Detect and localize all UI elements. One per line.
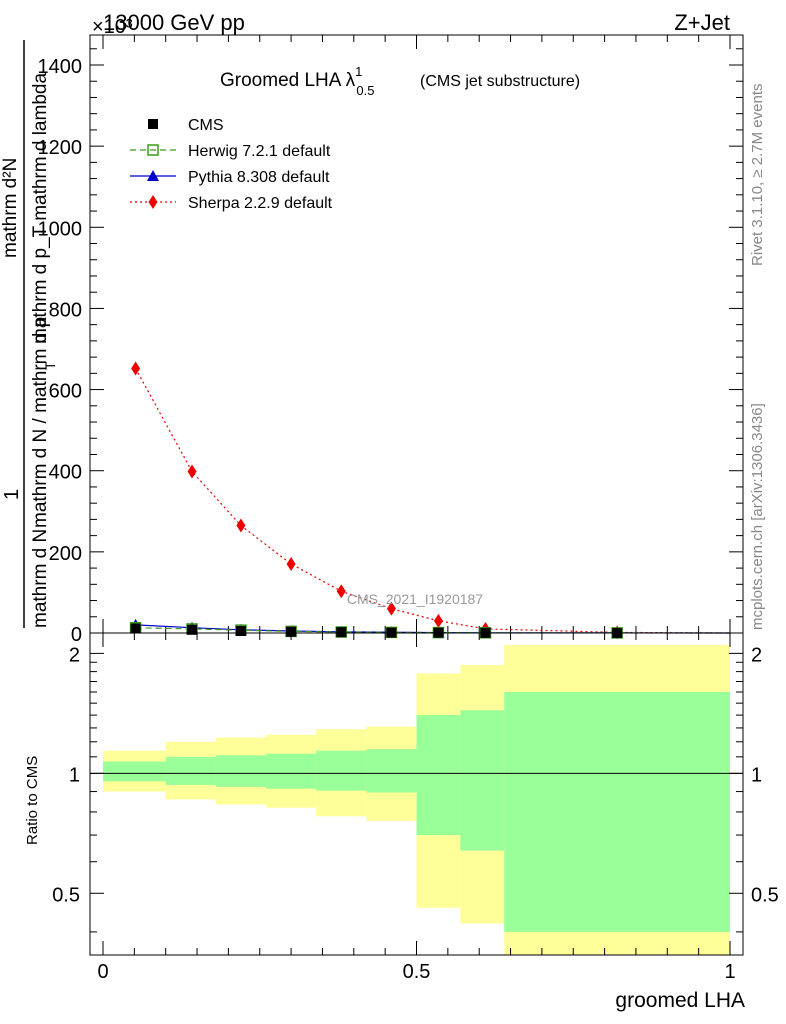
main-ytick-label: 800 xyxy=(49,299,82,321)
cms-data-point xyxy=(336,627,347,638)
main-ytick-label: 600 xyxy=(49,381,82,403)
rivet-version-label: Rivet 3.1.10, ≥ 2.7M events xyxy=(749,84,766,267)
chart-title-sup: 1 xyxy=(355,64,362,79)
ylabel-dn-denominator: mathrm d N / mathrm d p xyxy=(30,317,51,528)
chart-subtitle: (CMS jet substructure) xyxy=(420,73,580,90)
legend-marker-sherpa xyxy=(148,195,158,209)
collision-energy-label: 13000 GeV pp xyxy=(103,10,245,35)
x-tick-label: 0.5 xyxy=(403,961,431,983)
main-ytick-label: 1000 xyxy=(38,218,83,240)
statistical-uncertainty-band xyxy=(504,691,730,932)
ratio-ytick-label: 1 xyxy=(69,764,80,786)
ylabel-dn-numerator: mathrm d N xyxy=(30,529,51,628)
cms-data-point xyxy=(130,623,141,634)
main-ytick-label: 400 xyxy=(49,462,82,484)
sherpa-data-point xyxy=(187,464,197,479)
statistical-uncertainty-band xyxy=(316,750,367,791)
legend-label-pythia: Pythia 8.308 default xyxy=(188,169,330,186)
sherpa-data-point xyxy=(286,557,296,572)
statistical-uncertainty-band xyxy=(103,761,166,782)
ratio-ytick-label-right: 2 xyxy=(751,644,762,666)
legend-item-sherpa: Sherpa 2.2.9 default xyxy=(130,195,333,212)
statistical-uncertainty-band xyxy=(460,710,505,851)
sherpa-data-point xyxy=(386,601,396,616)
main-panel: 0 200 400 600 800 1000 1200 1400 Groomed LHA λ1… xyxy=(38,34,744,646)
sherpa-data-point xyxy=(433,613,443,628)
main-ylabel: 1 mathrm d²N mathrm d p_T mathrm d lambd… xyxy=(0,40,58,628)
ratio-ytick-label-right: 0.5 xyxy=(751,884,779,906)
legend: CMS Herwig 7.2.1 default Pythia 8.308 defa… xyxy=(130,117,333,212)
statistical-uncertainty-band xyxy=(165,756,216,785)
cms-data-point xyxy=(187,624,198,635)
process-label: Z+Jet xyxy=(674,10,730,35)
legend-marker-pythia xyxy=(147,170,159,181)
statistical-uncertainty-band xyxy=(215,755,267,787)
ratio-axis-ticks: 0.5 0.5 1 1 2 2 0 0.5 1 xyxy=(52,633,779,983)
x-axis-label: groomed LHA xyxy=(615,989,745,1012)
main-ytick-label: 0 xyxy=(71,624,82,646)
chart-title: Groomed LHA λ1 0.5 xyxy=(220,64,374,98)
x-tick-label: 1 xyxy=(724,961,735,983)
statistical-uncertainty-band xyxy=(366,749,417,793)
ratio-bands xyxy=(103,644,730,955)
ratio-ytick-label: 0.5 xyxy=(52,884,80,906)
legend-item-cms: CMS xyxy=(148,117,224,134)
legend-marker-herwig xyxy=(147,144,159,156)
legend-item-pythia: Pythia 8.308 default xyxy=(130,169,330,186)
main-ytick-label: 1200 xyxy=(38,137,83,159)
analysis-watermark: CMS_2021_I1920187 xyxy=(347,591,483,607)
sherpa-data-point xyxy=(236,518,246,533)
ratio-ytick-label-right: 1 xyxy=(751,764,762,786)
x-tick-label: 0 xyxy=(97,961,108,983)
legend-label-herwig: Herwig 7.2.1 default xyxy=(188,143,331,160)
ylabel-one: 1 xyxy=(1,489,23,500)
statistical-uncertainty-band xyxy=(416,715,461,836)
statistical-uncertainty-band xyxy=(266,753,317,789)
ylabel-main-numerator: mathrm d²N xyxy=(0,158,21,258)
sherpa-data-point xyxy=(336,584,346,599)
chart-title-main: Groomed LHA λ xyxy=(220,70,356,91)
ylabel-main-denominator: mathrm d p_T mathrm d lambda xyxy=(30,73,51,344)
exponent-label: ×10³ xyxy=(92,16,133,38)
legend-label-sherpa: Sherpa 2.2.9 default xyxy=(188,195,333,212)
cms-data-point xyxy=(235,625,246,636)
chart-title-sub: 0.5 xyxy=(356,83,374,98)
ylabel-subscript-t: T xyxy=(42,361,58,370)
legend-item-herwig: Herwig 7.2.1 default xyxy=(130,143,331,160)
ratio-panel: 0.5 0.5 1 1 2 2 0 0.5 1 Ratio to CMS groomed LHA xyxy=(24,632,779,1012)
main-ytick-label: 200 xyxy=(49,543,82,565)
mcplots-label: mcplots.cern.ch [arXiv:1306.3436] xyxy=(749,403,766,630)
ratio-ylabel: Ratio to CMS xyxy=(24,756,41,845)
ratio-ytick-label: 2 xyxy=(69,644,80,666)
legend-marker-cms xyxy=(148,119,158,129)
sherpa-series-line xyxy=(135,368,731,634)
main-ytick-label: 1400 xyxy=(38,56,83,78)
ratio-frame xyxy=(89,632,744,956)
sherpa-data-point xyxy=(131,361,141,376)
cms-data-point xyxy=(286,626,297,637)
main-axis-ticks: 0 200 400 600 800 1000 1200 1400 xyxy=(38,35,743,646)
legend-label-cms: CMS xyxy=(188,117,224,134)
